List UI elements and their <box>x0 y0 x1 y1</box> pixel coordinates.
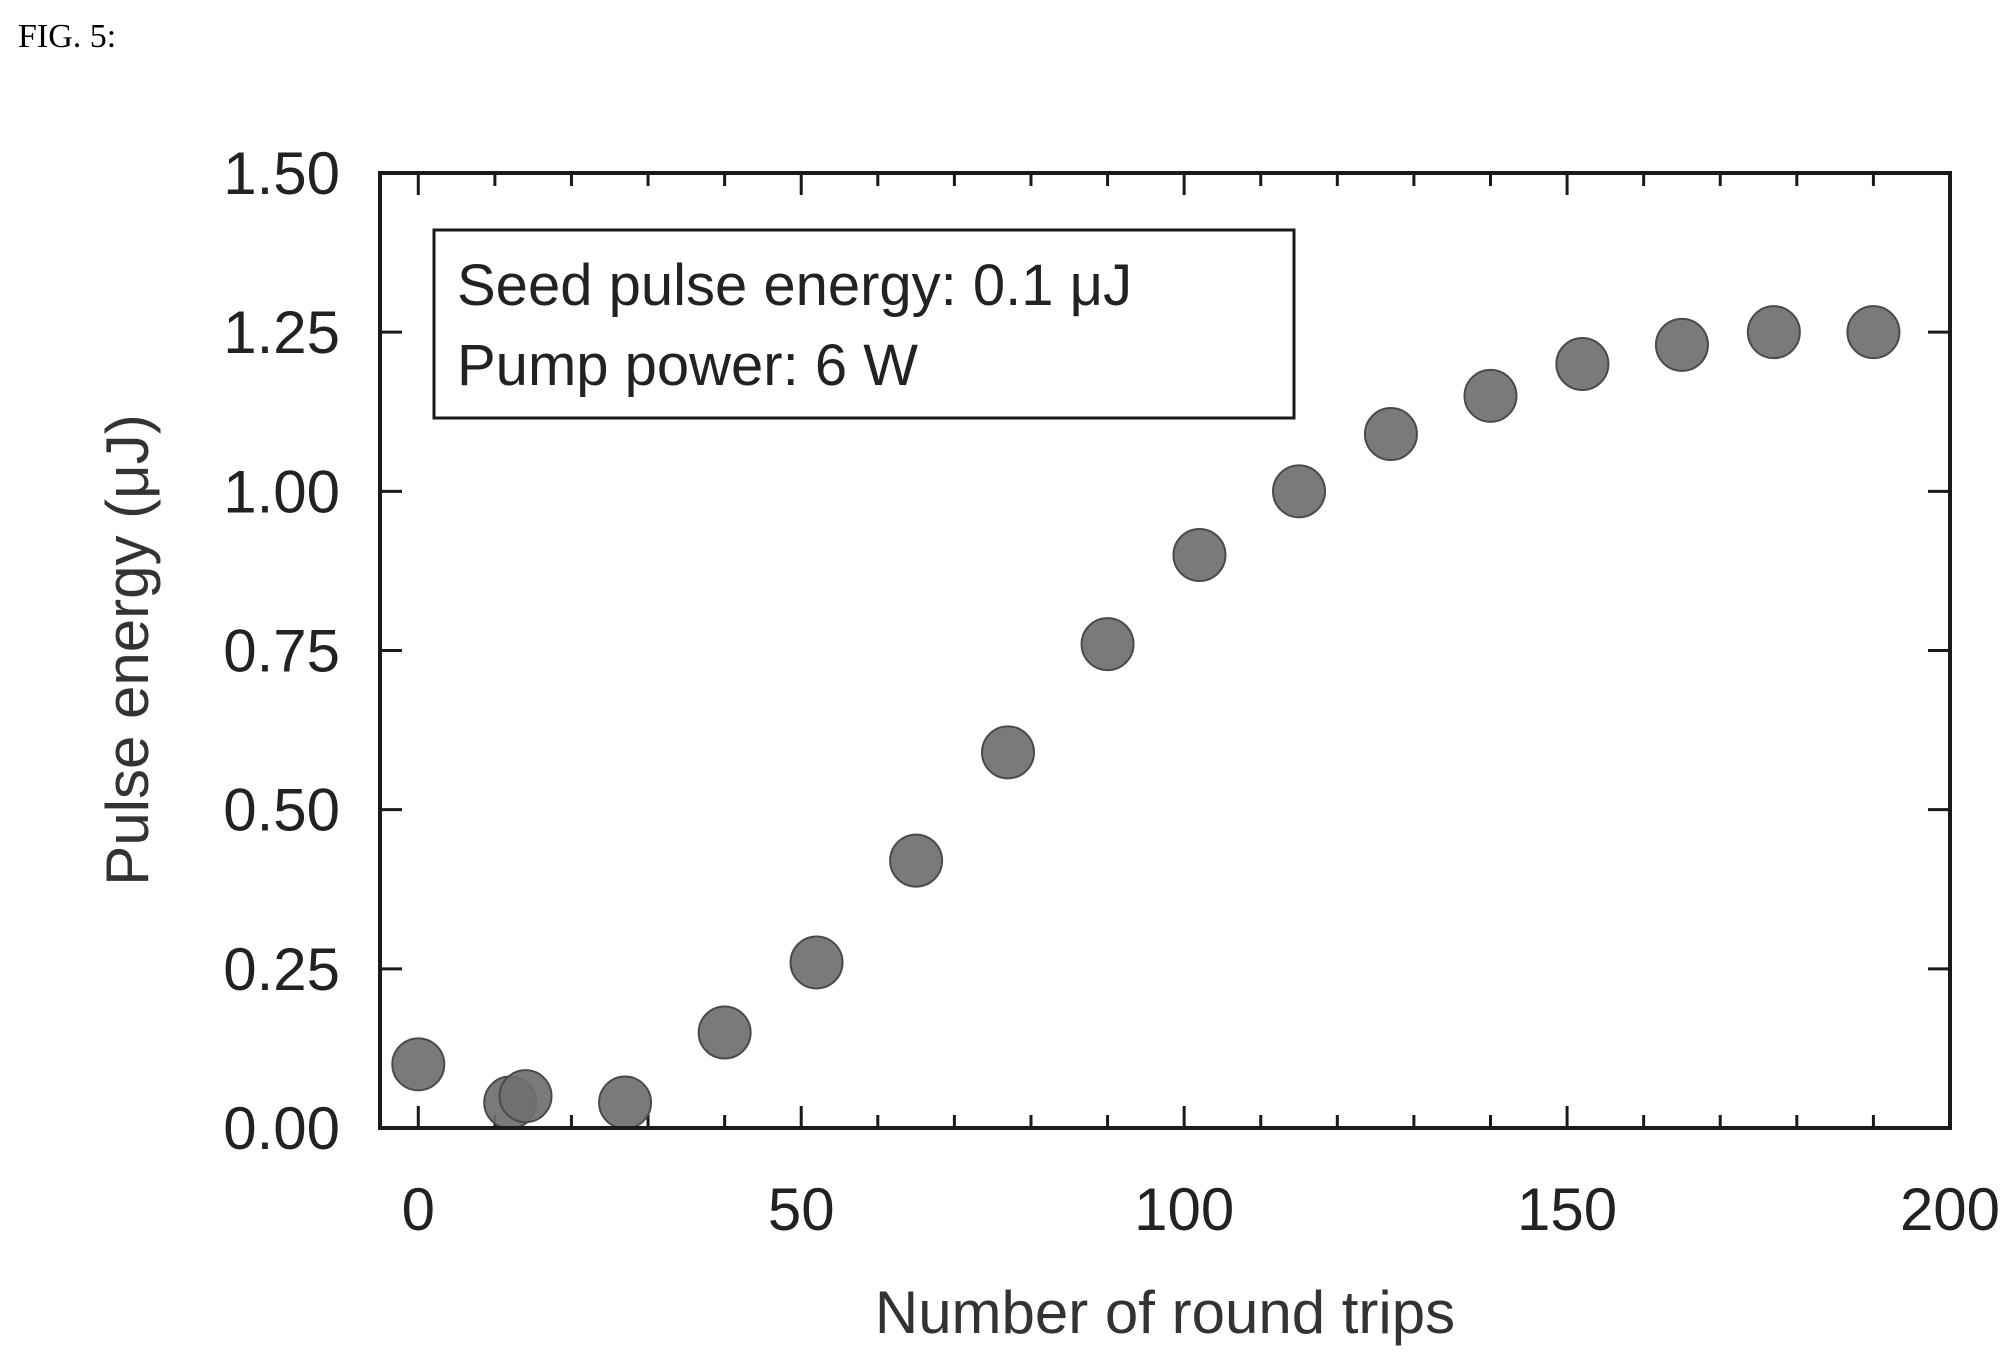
data-point <box>1555 337 1610 391</box>
data-point <box>1272 464 1327 519</box>
data-point <box>391 1037 446 1092</box>
legend-line-pump: Pump power: 6 W <box>457 333 918 398</box>
y-tick-label-0.25: 0.25 <box>223 936 340 1003</box>
y-tick-label-1.50: 1.50 <box>223 140 340 207</box>
legend-box: Seed pulse energy: 0.1 μJ Pump power: 6 … <box>432 228 1296 420</box>
data-point <box>1463 368 1518 423</box>
y-axis-title: Pulse energy (μJ) <box>94 414 161 885</box>
data-point <box>697 1005 752 1060</box>
data-point <box>598 1075 653 1130</box>
x-axis-title: Number of round trips <box>875 1279 1455 1346</box>
y-tick-label-0.00: 0.00 <box>223 1095 340 1162</box>
data-point <box>1654 317 1709 372</box>
y-tick-label-1.00: 1.00 <box>223 458 340 525</box>
x-tick-label-200: 200 <box>1900 1176 2000 1243</box>
data-point <box>789 935 844 990</box>
y-tick-labels: 0.00 0.25 0.50 0.75 1.00 1.25 1.50 <box>223 140 340 1162</box>
data-point <box>981 725 1035 780</box>
data-point <box>1363 407 1418 462</box>
y-tick-label-0.50: 0.50 <box>223 777 340 844</box>
data-point <box>498 1069 553 1124</box>
y-tick-label-0.75: 0.75 <box>223 618 340 685</box>
points-layer <box>391 305 1901 1130</box>
x-tick-label-50: 50 <box>768 1176 835 1243</box>
data-point <box>1080 617 1135 672</box>
data-point <box>1172 528 1227 582</box>
plot-frame <box>378 171 1952 1130</box>
y-tick-label-1.25: 1.25 <box>223 299 340 366</box>
data-point <box>889 833 944 888</box>
data-point <box>1746 305 1801 360</box>
figure-label: FIG. 5: <box>18 18 117 55</box>
data-point <box>1846 305 1901 360</box>
x-tick-labels: 0 50 100 150 200 <box>402 1176 2000 1243</box>
x-tick-label-0: 0 <box>402 1176 435 1243</box>
x-tick-label-100: 100 <box>1134 1176 1234 1243</box>
x-tick-label-150: 150 <box>1517 1176 1617 1243</box>
legend-line-seed: Seed pulse energy: 0.1 μJ <box>457 253 1132 318</box>
legend-frame <box>432 228 1296 420</box>
